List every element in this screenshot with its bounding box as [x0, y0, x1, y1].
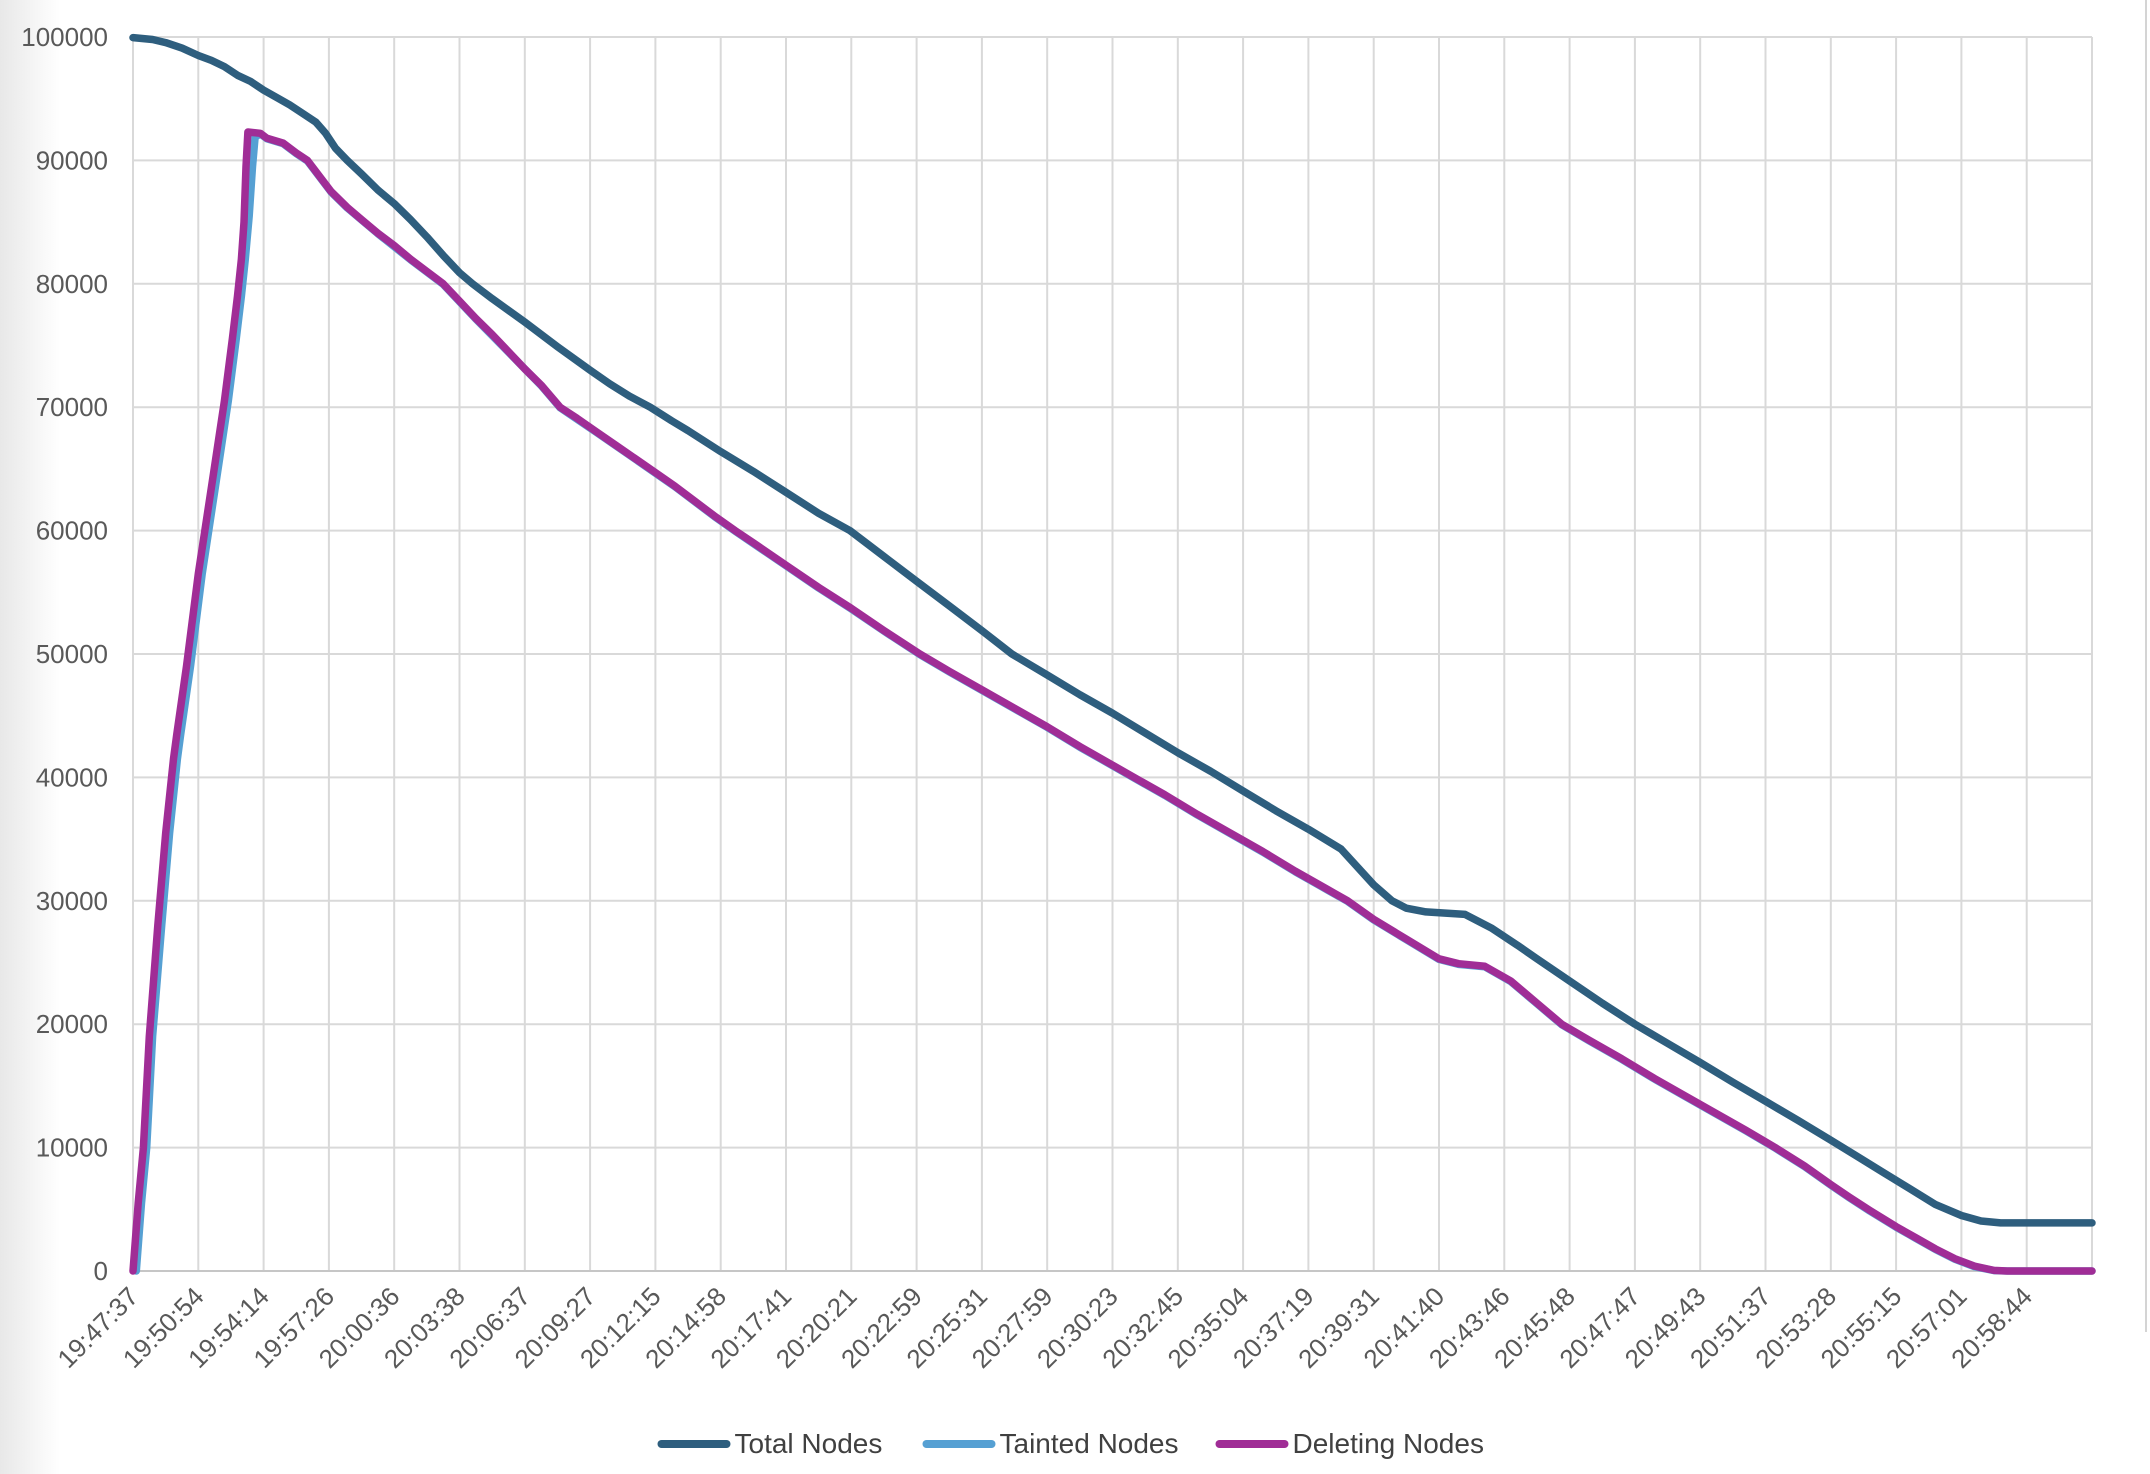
x-axis-labels: 19:47:3719:50:5419:54:1419:57:2620:00:36… — [51, 1281, 2037, 1374]
y-tick-label: 50000 — [36, 639, 108, 669]
series-line-tainted-nodes[interactable] — [132, 130, 2096, 1275]
y-tick-label: 70000 — [36, 392, 108, 422]
y-tick-label: 10000 — [36, 1133, 108, 1163]
y-tick-label: 60000 — [36, 516, 108, 546]
legend-item-total-nodes[interactable]: Total Nodes — [657, 1428, 883, 1459]
window-left-shadow — [0, 0, 60, 1474]
y-tick-label: 40000 — [36, 762, 108, 792]
legend-label: Tainted Nodes — [1000, 1428, 1179, 1459]
y-tick-label: 100000 — [21, 22, 108, 52]
y-tick-label: 30000 — [36, 886, 108, 916]
y-tick-label: 80000 — [36, 269, 108, 299]
legend-item-tainted-nodes[interactable]: Tainted Nodes — [922, 1428, 1179, 1459]
series-lines — [129, 33, 2096, 1275]
y-tick-label: 90000 — [36, 145, 108, 175]
legend-label: Total Nodes — [735, 1428, 883, 1459]
legend: Total Nodes Tainted Nodes Deleting Nodes — [657, 1428, 1484, 1459]
y-tick-label: 20000 — [36, 1009, 108, 1039]
series-line-deleting-nodes[interactable] — [129, 128, 2096, 1275]
gridlines — [132, 36, 2093, 1271]
legend-item-deleting-nodes[interactable]: Deleting Nodes — [1215, 1428, 1484, 1459]
series-line-total-nodes[interactable] — [129, 33, 2096, 1227]
y-axis-labels: 0 10000 20000 30000 40000 50000 60000 70000 8000… — [21, 22, 108, 1286]
legend-label: Deleting Nodes — [1293, 1428, 1484, 1459]
y-tick-label: 0 — [94, 1256, 108, 1286]
